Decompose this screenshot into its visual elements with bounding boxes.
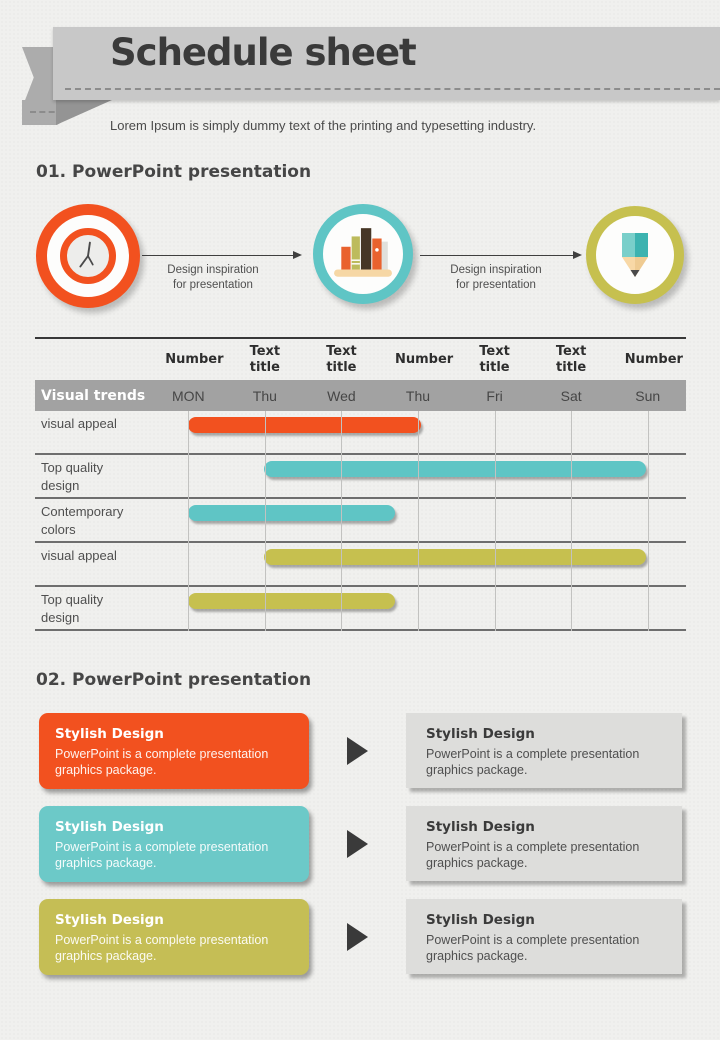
- schedule-table: Number Text title Text title Number Text…: [35, 337, 686, 631]
- table-band-header: Visual trends MON Thu Wed Thu Fri Sat Su…: [35, 380, 686, 411]
- stylish-design-card-colored: Stylish Design PowerPoint is a complete …: [39, 899, 309, 975]
- col-header: Text title: [479, 343, 510, 375]
- day-gridline: [188, 411, 190, 631]
- stylish-design-card-gray: Stylish Design PowerPoint is a complete …: [406, 806, 682, 881]
- col-header: Number: [394, 351, 454, 367]
- step-circle-2: [313, 204, 413, 304]
- day-gridline: [647, 411, 649, 631]
- banner-dashed-line: [65, 88, 720, 90]
- ribbon-fold: [56, 100, 112, 125]
- table-column-headers: Number Text title Text title Number Text…: [35, 339, 686, 380]
- day-header: Sun: [635, 387, 661, 404]
- day-header: Wed: [327, 387, 356, 404]
- table-body: visual appeal Top quality design Contemp…: [35, 411, 686, 631]
- gantt-bar: [264, 461, 646, 477]
- day-header: Thu: [252, 387, 277, 404]
- gantt-bar: [188, 593, 395, 609]
- card-row: Stylish Design PowerPoint is a complete …: [0, 713, 720, 789]
- section2-title: 02. PowerPoint presentation: [36, 670, 312, 690]
- right-arrow-icon: [347, 830, 368, 858]
- stylish-design-card-colored: Stylish Design PowerPoint is a complete …: [39, 713, 309, 789]
- day-gridline: [341, 411, 343, 631]
- right-arrow-icon: [347, 923, 368, 951]
- clock-icon: [60, 228, 116, 284]
- page-title: Schedule sheet: [110, 31, 417, 74]
- stylish-design-card-colored: Stylish Design PowerPoint is a complete …: [39, 806, 309, 882]
- stylish-design-card-gray: Stylish Design PowerPoint is a complete …: [406, 899, 682, 974]
- table-row: Top quality design: [35, 587, 686, 631]
- gantt-bar: [188, 505, 395, 521]
- day-header: Thu: [405, 387, 431, 404]
- card-row: Stylish Design PowerPoint is a complete …: [0, 806, 720, 882]
- pencil-icon: [622, 233, 648, 277]
- day-gridline: [418, 411, 419, 631]
- arrow-connector-2: [420, 250, 582, 259]
- gantt-area: [150, 411, 686, 631]
- col-header: Number: [624, 351, 683, 367]
- step-circle-1: [36, 204, 140, 308]
- arrow-connector-1: [142, 250, 302, 259]
- col-header: Text title: [555, 343, 587, 375]
- page-subtitle: Lorem Ipsum is simply dummy text of the …: [110, 118, 537, 133]
- day-header: Fri: [486, 387, 503, 404]
- title-banner: [53, 27, 720, 100]
- clock-hands-icon: [79, 241, 94, 268]
- books-icon: [334, 228, 392, 277]
- ribbon-dash-accent: [30, 111, 64, 113]
- step-circle-3: [586, 206, 684, 304]
- band-title: Visual trends: [41, 387, 146, 404]
- stylish-design-card-gray: Stylish Design PowerPoint is a complete …: [406, 713, 682, 788]
- day-header: MON: [171, 387, 205, 404]
- connector-label-1: Design inspiration for presentation: [167, 264, 259, 291]
- card-row: Stylish Design PowerPoint is a complete …: [0, 899, 720, 975]
- col-header: Text title: [326, 343, 357, 375]
- right-arrow-icon: [347, 737, 368, 765]
- ribbon-tail: [22, 47, 53, 108]
- gantt-bar: [188, 417, 421, 433]
- table-row: Top quality design: [35, 455, 686, 499]
- section1-title: 01. PowerPoint presentation: [36, 162, 312, 182]
- table-row: visual appeal: [35, 543, 686, 587]
- gantt-bar: [264, 549, 646, 565]
- connector-label-2: Design inspiration for presentation: [450, 264, 542, 291]
- day-gridline: [571, 411, 573, 631]
- table-row: Contemporary colors: [35, 499, 686, 543]
- day-gridline: [264, 411, 266, 631]
- col-header: Text title: [249, 343, 281, 375]
- table-row: visual appeal: [35, 411, 686, 455]
- day-gridline: [494, 411, 496, 631]
- col-header: Number: [165, 351, 224, 367]
- day-header: Sat: [560, 387, 582, 404]
